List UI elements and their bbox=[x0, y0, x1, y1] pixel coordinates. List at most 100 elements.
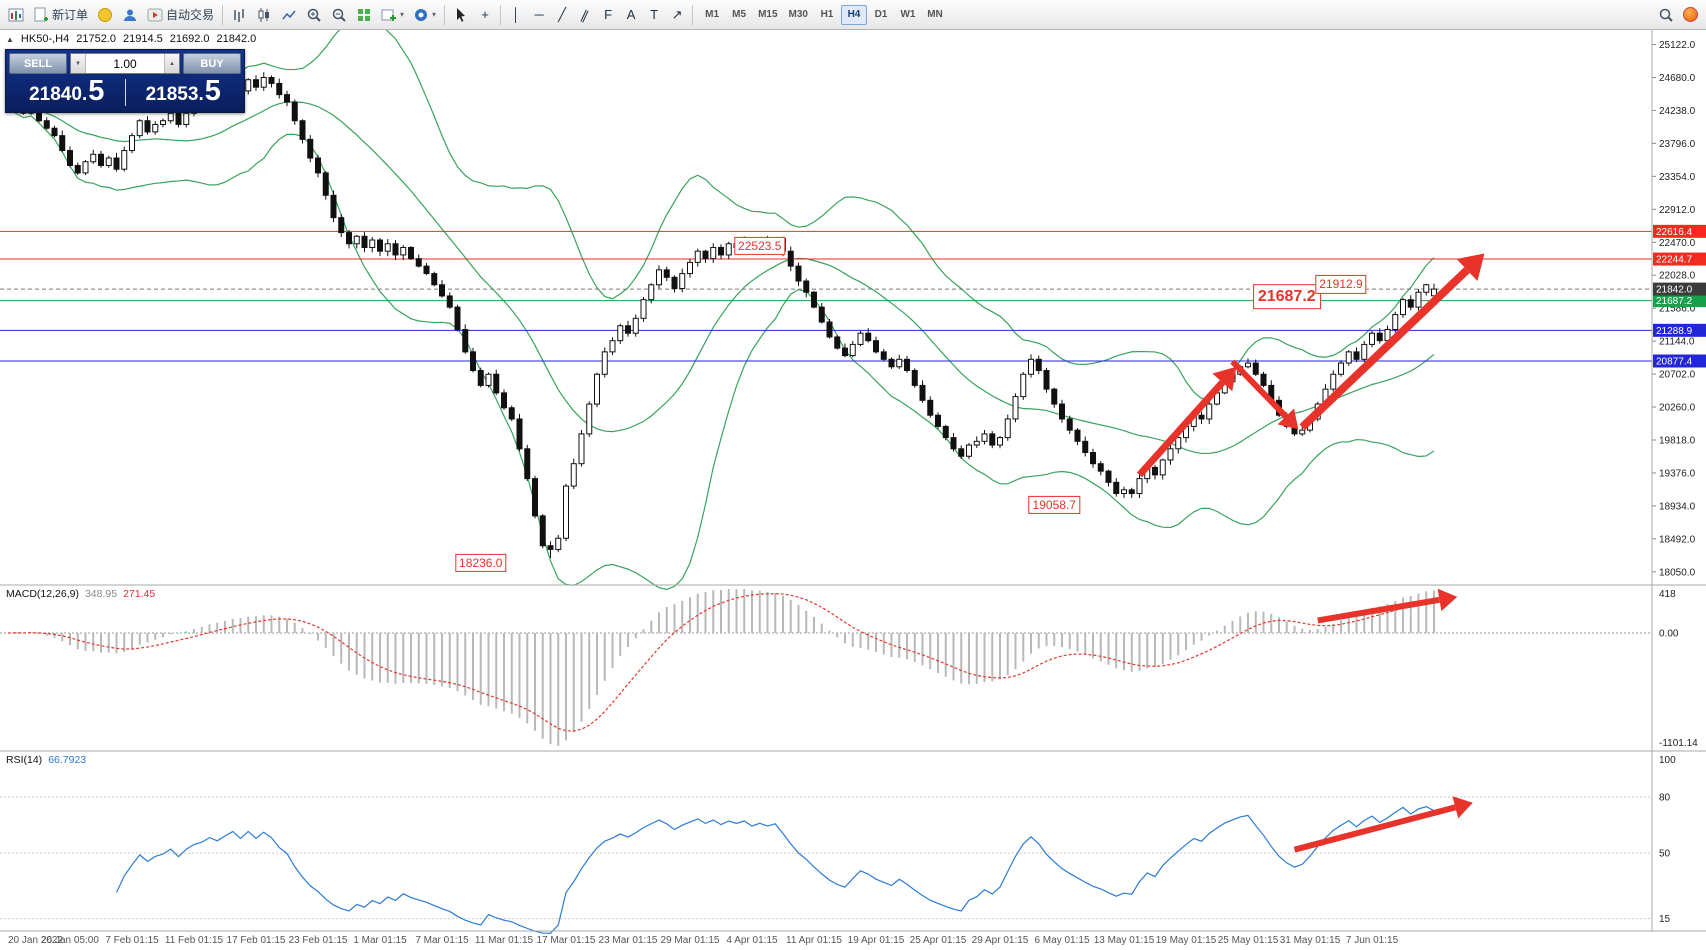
svg-text:21842.0: 21842.0 bbox=[1656, 285, 1693, 296]
open-chart-icon[interactable] bbox=[4, 4, 28, 26]
svg-text:26 Jan 05:00: 26 Jan 05:00 bbox=[41, 935, 99, 946]
svg-text:19376.0: 19376.0 bbox=[1659, 468, 1696, 479]
line-chart-mode-icon[interactable] bbox=[277, 4, 301, 26]
svg-text:7 Jun 01:15: 7 Jun 01:15 bbox=[1346, 935, 1399, 946]
lot-increase-button[interactable]: ▲ bbox=[164, 54, 179, 73]
svg-text:11 Feb 01:15: 11 Feb 01:15 bbox=[165, 935, 224, 946]
axis-price-tag: 21288.9 bbox=[1653, 323, 1706, 337]
new-chart-plus-icon[interactable]: ▾ bbox=[377, 4, 408, 26]
metaquotes-icon[interactable] bbox=[93, 4, 117, 26]
price-divider bbox=[124, 79, 126, 106]
toolbar-separator bbox=[444, 4, 446, 25]
search-icon[interactable] bbox=[1654, 4, 1678, 26]
notification-icon[interactable] bbox=[1679, 4, 1702, 26]
horizontal-line-tool-icon[interactable]: ─ bbox=[534, 7, 544, 22]
svg-text:18050.0: 18050.0 bbox=[1659, 567, 1696, 578]
autotrading-button[interactable]: 自动交易 bbox=[143, 4, 218, 26]
svg-text:50: 50 bbox=[1659, 849, 1671, 860]
zoom-in-icon[interactable] bbox=[302, 4, 326, 26]
svg-text:25122.0: 25122.0 bbox=[1659, 40, 1696, 51]
arrows-tool-icon[interactable]: ↗ bbox=[671, 7, 683, 22]
timeframe-m5-button[interactable]: M5 bbox=[732, 9, 747, 20]
label-tool-icon[interactable]: T bbox=[650, 7, 659, 22]
sell-price-main: 21840. bbox=[29, 84, 88, 105]
svg-text:24238.0: 24238.0 bbox=[1659, 106, 1696, 117]
svg-text:19 Apr 01:15: 19 Apr 01:15 bbox=[848, 935, 905, 946]
close-value: 21842.0 bbox=[216, 33, 257, 45]
timeframe-m1-button[interactable]: M1 bbox=[705, 9, 720, 20]
profiles-icon[interactable]: ▾ bbox=[409, 4, 440, 26]
timeframe-w1-button[interactable]: W1 bbox=[900, 9, 916, 20]
candlestick-mode-icon[interactable] bbox=[252, 4, 276, 26]
svg-text:0.00: 0.00 bbox=[1659, 629, 1679, 640]
svg-text:23354.0: 23354.0 bbox=[1659, 172, 1696, 183]
high-value: 21914.5 bbox=[122, 33, 163, 45]
svg-text:100: 100 bbox=[1659, 755, 1676, 766]
timeframe-m30-button[interactable]: M30 bbox=[788, 9, 808, 20]
toolbar-separator bbox=[692, 4, 694, 25]
fibonacci-tool-icon[interactable]: F bbox=[604, 7, 613, 22]
timeframe-toolbar: M1 M5 M15 M30 H1 H4 D1 W1 MN bbox=[699, 4, 948, 25]
lot-decrease-button[interactable]: ▼ bbox=[71, 54, 86, 73]
price-axis: 25122.0 24680.0 24238.0 23796.0 23354.0 22912… bbox=[1652, 40, 1696, 578]
chart-header: ▲ HK50-,H4 21752.0 21914.5 21692.0 21842… bbox=[6, 33, 256, 45]
trendline-tool-icon[interactable]: ╱ bbox=[558, 7, 566, 22]
timeframe-m15-button[interactable]: M15 bbox=[758, 9, 778, 20]
open-value: 21752.0 bbox=[76, 33, 116, 45]
svg-text:20 Jan 2022: 20 Jan 2022 bbox=[8, 935, 63, 946]
svg-text:21144.0: 21144.0 bbox=[1659, 337, 1695, 348]
timeframe-h4-button[interactable]: H4 bbox=[840, 4, 867, 25]
sell-price-pips: 5 bbox=[88, 75, 105, 107]
pane-separators[interactable] bbox=[0, 30, 1706, 932]
axis-price-tag: 20877.4 bbox=[1653, 354, 1706, 368]
sell-price[interactable]: 21840. 5 bbox=[9, 76, 125, 109]
svg-text:-1101.14: -1101.14 bbox=[1659, 738, 1698, 749]
vertical-line-tool-icon[interactable]: │ bbox=[512, 7, 521, 22]
svg-text:1 Mar 01:15: 1 Mar 01:15 bbox=[353, 935, 407, 946]
timeframe-d1-button[interactable]: D1 bbox=[874, 9, 888, 20]
bar-chart-mode-icon[interactable] bbox=[227, 4, 251, 26]
svg-text:20877.4: 20877.4 bbox=[1656, 357, 1693, 368]
timeframe-mn-button[interactable]: MN bbox=[927, 9, 943, 20]
svg-text:11 Apr 01:15: 11 Apr 01:15 bbox=[786, 935, 842, 946]
chart-area[interactable]: 25122.0 24680.0 24238.0 23796.0 23354.0 22912… bbox=[0, 30, 1706, 950]
svg-text:7 Feb 01:15: 7 Feb 01:15 bbox=[105, 935, 159, 946]
svg-text:20702.0: 20702.0 bbox=[1659, 370, 1696, 381]
ohlc-readout: 21752.0 21914.5 21692.0 21842.0 bbox=[76, 33, 256, 45]
svg-text:23 Mar 01:15: 23 Mar 01:15 bbox=[599, 935, 658, 946]
svg-text:22470.0: 22470.0 bbox=[1659, 238, 1696, 249]
new-order-label: 新订单 bbox=[52, 8, 89, 22]
buy-button[interactable]: BUY bbox=[183, 53, 241, 74]
trade-panel-collapse-icon[interactable]: ▲ bbox=[6, 34, 14, 44]
text-tool-icon[interactable]: A bbox=[626, 7, 636, 22]
svg-text:24680.0: 24680.0 bbox=[1659, 73, 1696, 84]
rsi-pane: 100 80 50 15 bbox=[0, 755, 1676, 934]
crosshair-icon[interactable]: + bbox=[481, 7, 489, 22]
svg-text:13 May 01:15: 13 May 01:15 bbox=[1094, 935, 1155, 946]
timeframe-h1-button[interactable]: H1 bbox=[820, 9, 834, 20]
svg-text:22028.0: 22028.0 bbox=[1659, 271, 1696, 282]
svg-text:15: 15 bbox=[1659, 914, 1671, 925]
toolbar-separator bbox=[500, 4, 502, 25]
community-icon[interactable] bbox=[118, 4, 142, 26]
zoom-out-icon[interactable] bbox=[327, 4, 351, 26]
svg-text:18492.0: 18492.0 bbox=[1659, 534, 1696, 545]
chart-canvas[interactable]: 25122.0 24680.0 24238.0 23796.0 23354.0 22912… bbox=[0, 30, 1706, 950]
tile-windows-icon[interactable] bbox=[352, 4, 376, 26]
channel-tool-icon[interactable]: ∥ bbox=[578, 6, 592, 23]
bollinger-bands bbox=[7, 30, 1435, 591]
sell-button[interactable]: SELL bbox=[9, 53, 67, 74]
svg-text:21687.2: 21687.2 bbox=[1656, 296, 1693, 307]
toolbar: 新订单 自动交易 bbox=[0, 0, 1706, 30]
svg-text:11 Mar 01:15: 11 Mar 01:15 bbox=[475, 935, 534, 946]
svg-text:22912.0: 22912.0 bbox=[1659, 205, 1696, 216]
cursor-icon[interactable] bbox=[449, 4, 473, 26]
buy-price[interactable]: 21853. 5 bbox=[126, 76, 242, 109]
one-click-trading-panel: SELL ▼ ▲ BUY 21840. 5 21853. bbox=[5, 49, 245, 113]
svg-text:19 May 01:15: 19 May 01:15 bbox=[1156, 935, 1217, 946]
support-resistance-lines[interactable] bbox=[0, 230, 1652, 362]
lot-size-input[interactable] bbox=[86, 54, 164, 73]
new-order-button[interactable]: 新订单 bbox=[29, 4, 92, 26]
svg-text:29 Apr 01:15: 29 Apr 01:15 bbox=[972, 935, 1029, 946]
lot-size-field: ▼ ▲ bbox=[70, 53, 180, 74]
